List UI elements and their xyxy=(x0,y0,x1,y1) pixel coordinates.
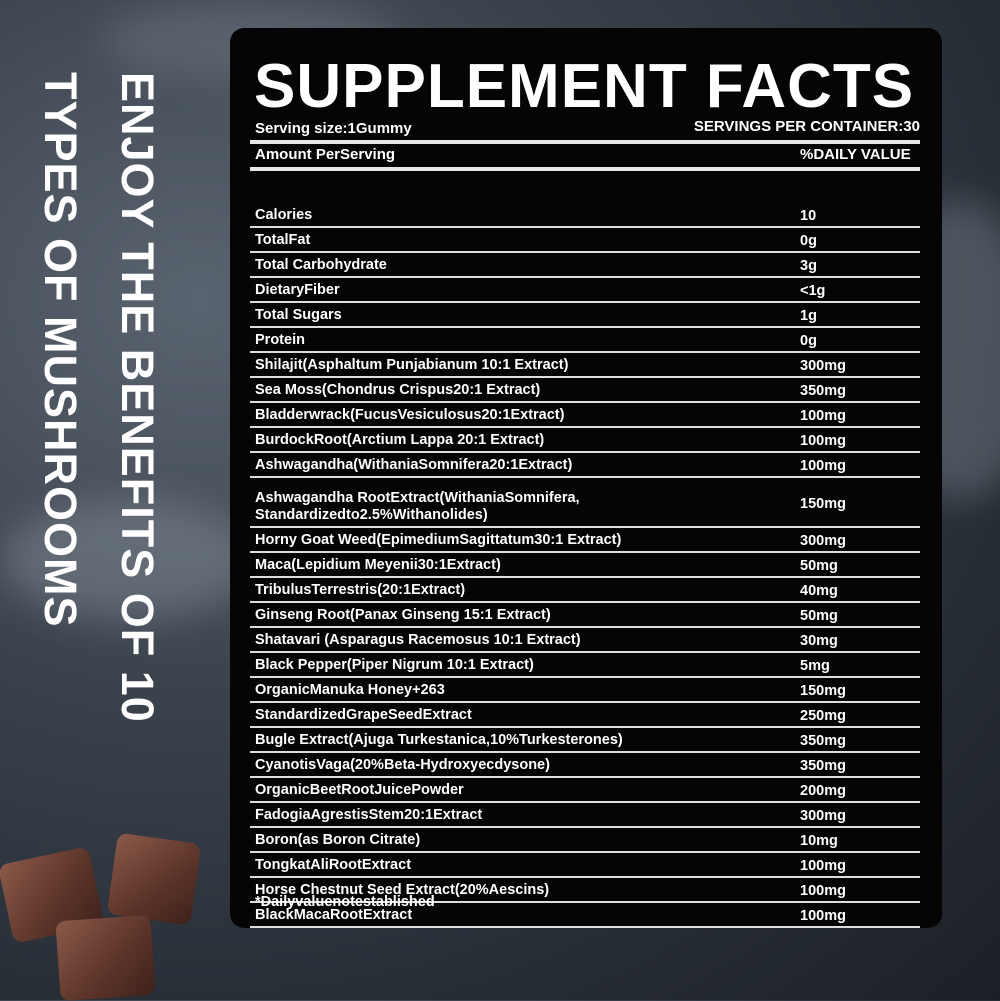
ingredient-name: Ashwagandha(WithaniaSomnifera20:1Extract… xyxy=(255,457,573,473)
ingredient-amount: 300mg xyxy=(800,808,846,824)
table-row: CyanotisVaga(20%Beta-Hydroxyecdysone) 350… xyxy=(250,753,920,778)
ingredient-amount: 3g xyxy=(800,258,817,274)
ingredient-name: DietaryFiber xyxy=(255,282,340,298)
ingredient-amount: 150mg xyxy=(800,496,846,512)
serving-size: Serving size:1Gummy xyxy=(255,120,412,137)
ingredient-name: Protein xyxy=(255,332,305,348)
ingredient-name: TotalFat xyxy=(255,232,311,248)
table-row: Shatavari (Asparagus Racemosus 10:1 Extr… xyxy=(250,628,920,653)
ingredient-name: Bugle Extract(Ajuga Turkestanica,10%Turk… xyxy=(255,732,623,748)
ingredient-name: OrganicBeetRootJuicePowder xyxy=(255,782,464,798)
ingredient-amount: 100mg xyxy=(800,883,846,899)
ingredient-amount: 50mg xyxy=(800,608,838,624)
ingredient-name: Maca(Lepidium Meyenii30:1Extract) xyxy=(255,557,501,573)
table-row: BlackMacaRootExtract 100mg xyxy=(250,903,920,928)
ingredient-name: CyanotisVaga(20%Beta-Hydroxyecdysone) xyxy=(255,757,550,773)
ingredient-amount: 300mg xyxy=(800,358,846,374)
ingredient-amount: 350mg xyxy=(800,733,846,749)
table-row: OrganicManuka Honey+263 150mg xyxy=(250,678,920,703)
table-row: TongkatAliRootExtract 100mg xyxy=(250,853,920,878)
ingredient-amount: 100mg xyxy=(800,908,846,924)
table-row: Protein 0g xyxy=(250,328,920,353)
ingredient-name: StandardizedGrapeSeedExtract xyxy=(255,707,472,723)
table-row: OrganicBeetRootJuicePowder 200mg xyxy=(250,778,920,803)
table-row: Total Sugars 1g xyxy=(250,303,920,328)
gummy-image xyxy=(106,832,202,926)
ingredient-amount: 100mg xyxy=(800,433,846,449)
table-row: Ginseng Root(Panax Ginseng 15:1 Extract)… xyxy=(250,603,920,628)
table-row: FadogiaAgrestisStem20:1Extract 300mg xyxy=(250,803,920,828)
ingredient-amount: 350mg xyxy=(800,383,846,399)
ingredient-amount: 100mg xyxy=(800,858,846,874)
ingredient-amount: 350mg xyxy=(800,758,846,774)
ingredient-name: BlackMacaRootExtract xyxy=(255,907,413,923)
table-row: TribulusTerrestris(20:1Extract) 40mg xyxy=(250,578,920,603)
ingredient-amount: 30mg xyxy=(800,633,838,649)
divider xyxy=(250,140,920,144)
ingredient-name: Ashwagandha RootExtract(WithaniaSomnifer… xyxy=(255,490,580,523)
ingredient-amount: 150mg xyxy=(800,683,846,699)
table-row: StandardizedGrapeSeedExtract 250mg xyxy=(250,703,920,728)
table-row: Bugle Extract(Ajuga Turkestanica,10%Turk… xyxy=(250,728,920,753)
ingredient-name: Horny Goat Weed(EpimediumSagittatum30:1 … xyxy=(255,532,622,548)
ingredient-amount: 1g xyxy=(800,308,817,324)
ingredient-name: Total Carbohydrate xyxy=(255,257,387,273)
ingredient-amount: 100mg xyxy=(800,458,846,474)
servings-per-container: SERVINGS PER CONTAINER:30 xyxy=(693,118,920,135)
ingredient-name: Black Pepper(Piper Nigrum 10:1 Extract) xyxy=(255,657,534,673)
table-row: Maca(Lepidium Meyenii30:1Extract) 50mg xyxy=(250,553,920,578)
ingredient-amount: 0g xyxy=(800,233,817,249)
table-row: BurdockRoot(Arctium Lappa 20:1 Extract) 1… xyxy=(250,428,920,453)
table-row: Ashwagandha(WithaniaSomnifera20:1Extract… xyxy=(250,453,920,478)
ingredient-name: BurdockRoot(Arctium Lappa 20:1 Extract) xyxy=(255,432,545,448)
ingredient-name: Bladderwrack(FucusVesiculosus20:1Extract… xyxy=(255,407,565,423)
ingredient-name: Total Sugars xyxy=(255,307,342,323)
ingredient-amount: 100mg xyxy=(800,408,846,424)
ingredient-name: Horse Chestnut Seed Extract(20%Aescins) xyxy=(255,882,550,898)
table-row: Horny Goat Weed(EpimediumSagittatum30:1 … xyxy=(250,528,920,553)
ingredient-amount: 50mg xyxy=(800,558,838,574)
daily-value-header: %DAILY VALUE xyxy=(800,146,911,163)
ingredient-amount: 40mg xyxy=(800,583,838,599)
ingredient-name: Sea Moss(Chondrus Crispus20:1 Extract) xyxy=(255,382,541,398)
table-row: Horse Chestnut Seed Extract(20%Aescins) 1… xyxy=(250,878,920,903)
facts-table: Calories 10 TotalFat 0g Total Carbohydrate 3g… xyxy=(250,198,920,928)
ingredient-amount: 10 xyxy=(800,208,817,224)
ingredient-name: Boron(as Boron Citrate) xyxy=(255,832,421,848)
side-headline-line2: TYPES OF MUSHROOMS xyxy=(35,72,86,628)
background-texture xyxy=(0,500,260,620)
footnote: *Dailyvaluenotestablished xyxy=(255,894,435,910)
ingredient-name: TongkatAliRootExtract xyxy=(255,857,412,873)
gummy-image xyxy=(55,914,156,1001)
table-row: Shilajit(Asphaltum Punjabianum 10:1 Extr… xyxy=(250,353,920,378)
table-row: Black Pepper(Piper Nigrum 10:1 Extract) 5… xyxy=(250,653,920,678)
table-row: TotalFat 0g xyxy=(250,228,920,253)
ingredient-amount: 200mg xyxy=(800,783,846,799)
ingredient-name: Shilajit(Asphaltum Punjabianum 10:1 Extr… xyxy=(255,357,569,373)
ingredient-amount: 0g xyxy=(800,333,817,349)
table-row: Ashwagandha RootExtract(WithaniaSomnifer… xyxy=(250,478,920,528)
ingredient-amount: <1g xyxy=(800,283,826,299)
supplement-facts-panel: SUPPLEMENT FACTS Serving size:1Gummy SER… xyxy=(230,28,942,928)
table-row: Calories 10 xyxy=(250,198,920,228)
table-row: Boron(as Boron Citrate) 10mg xyxy=(250,828,920,853)
ingredient-amount: 300mg xyxy=(800,533,846,549)
ingredient-name: TribulusTerrestris(20:1Extract) xyxy=(255,582,466,598)
ingredient-name: OrganicManuka Honey+263 xyxy=(255,682,445,698)
table-row: Total Carbohydrate 3g xyxy=(250,253,920,278)
divider xyxy=(250,167,920,171)
ingredient-amount: 250mg xyxy=(800,708,846,724)
ingredient-name: Calories xyxy=(255,207,313,223)
ingredient-amount: 5mg xyxy=(800,658,830,674)
side-headline-line1: ENJOY THE BENEFITS OF 10 xyxy=(112,72,163,723)
table-row: Bladderwrack(FucusVesiculosus20:1Extract… xyxy=(250,403,920,428)
ingredient-name: Shatavari (Asparagus Racemosus 10:1 Extr… xyxy=(255,632,581,648)
ingredient-name: FadogiaAgrestisStem20:1Extract xyxy=(255,807,483,823)
ingredient-name: Ginseng Root(Panax Ginseng 15:1 Extract) xyxy=(255,607,551,623)
amount-header: Amount PerServing xyxy=(255,146,396,163)
table-row: DietaryFiber <1g xyxy=(250,278,920,303)
table-row: Sea Moss(Chondrus Crispus20:1 Extract) 35… xyxy=(250,378,920,403)
ingredient-amount: 10mg xyxy=(800,833,838,849)
panel-title: SUPPLEMENT FACTS xyxy=(254,52,915,121)
